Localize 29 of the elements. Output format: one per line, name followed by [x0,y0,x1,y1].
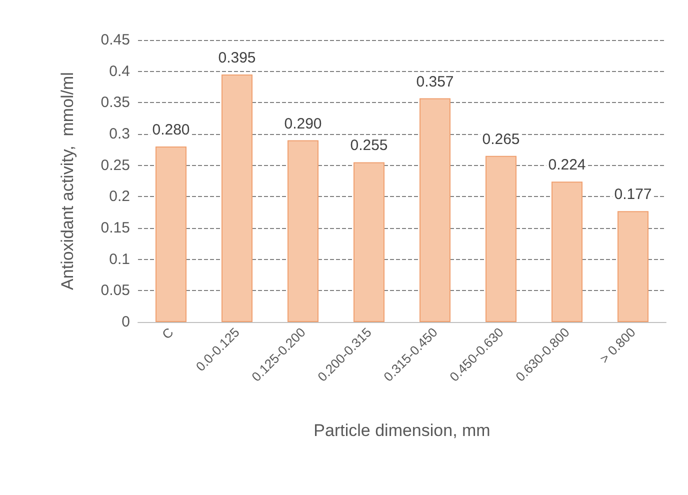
data-label: 0.395 [218,49,256,66]
data-label: 0.265 [482,130,520,148]
y-tick-label: 0.2 [109,188,130,206]
y-tick-label: 0.1 [109,250,130,268]
data-label: 0.224 [548,156,586,174]
data-label: 0.177 [614,186,652,204]
bar [287,140,319,322]
y-tick-label: 0.25 [100,156,130,174]
y-tick-label: 0.4 [109,62,130,80]
bar [155,146,187,322]
bar [419,98,451,322]
x-axis-title: Particle dimension, mm [314,421,490,440]
bar [485,156,517,322]
bar [221,74,253,322]
y-tick-label: 0.15 [100,220,130,236]
data-label: 0.280 [152,122,190,139]
y-axis-title: Antioxidant activity, mmol/ml [58,72,77,290]
x-tick-label: C [159,324,176,342]
data-label: 0.290 [284,115,322,132]
y-tick-label: 0.3 [109,126,130,142]
bar [353,162,385,322]
y-tick-label: 0.45 [100,32,130,48]
y-tick-label: 0 [122,314,130,330]
bar [551,182,583,322]
data-label: 0.357 [416,73,454,90]
bar [617,211,649,322]
y-tick-label: 0.05 [100,282,130,300]
data-label: 0.255 [350,137,388,154]
y-tick-label: 0.35 [100,94,130,112]
